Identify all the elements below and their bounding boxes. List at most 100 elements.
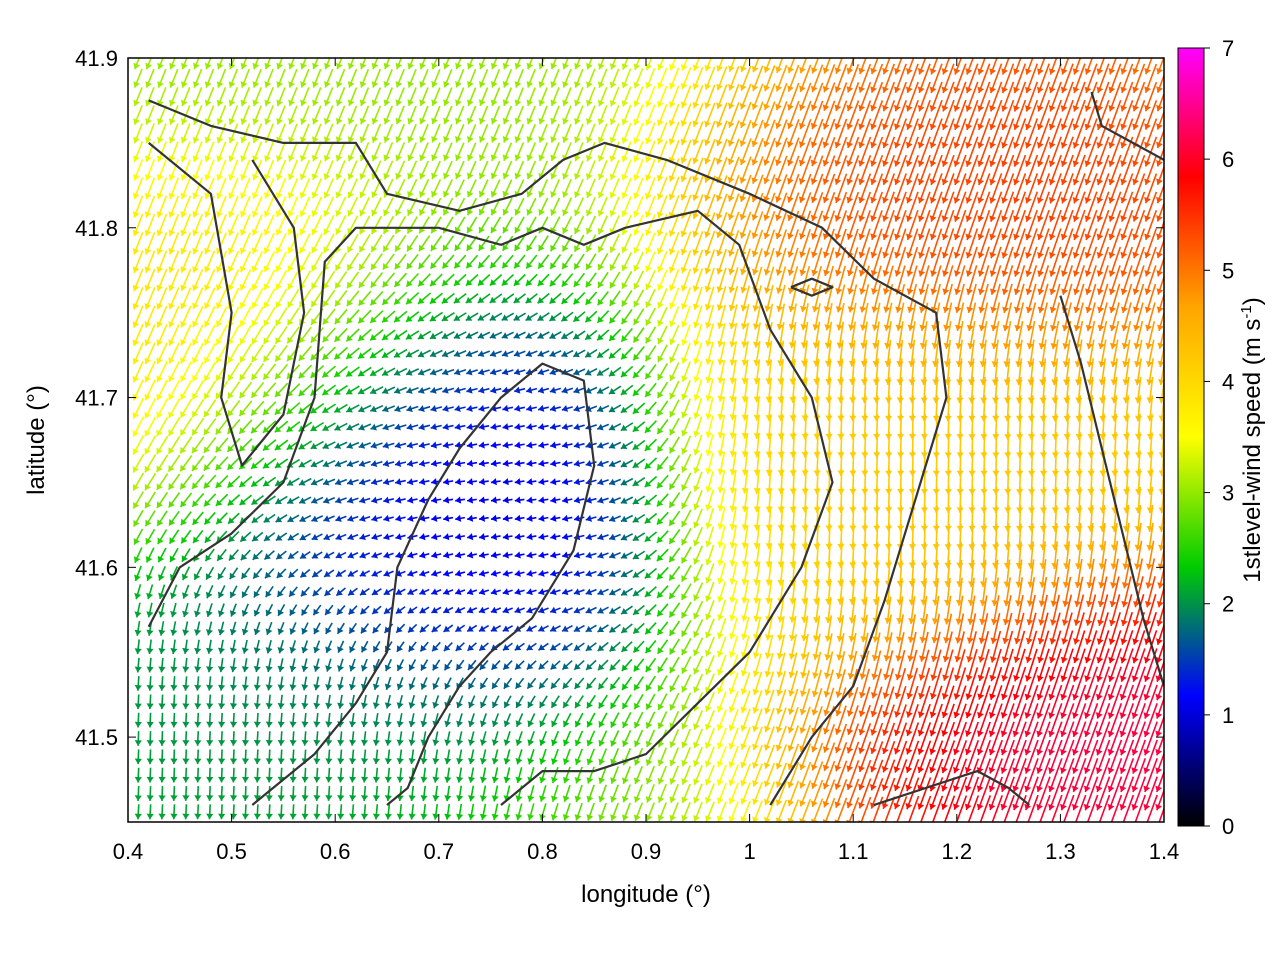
wind-arrow [454,588,466,596]
wind-arrow [929,99,943,131]
wind-arrow [1084,81,1098,112]
wind-arrow [608,623,621,634]
wind-arrow [538,87,548,107]
wind-arrow [537,254,550,270]
wind-arrow [741,341,749,366]
wind-arrow [407,142,417,162]
wind-arrow [1095,739,1111,774]
wind-arrow [276,87,286,107]
wind-arrow [775,64,788,92]
wind-arrow [680,268,692,292]
wind-arrow [1024,118,1039,149]
wind-arrow [1107,703,1123,738]
wind-arrow [1036,758,1051,793]
wind-arrow [265,694,273,709]
wind-arrow [681,324,691,346]
wind-arrow [276,586,286,598]
wind-arrow [680,139,692,164]
wind-arrow [953,228,967,259]
wind-arrow [917,703,931,737]
wind-arrow [526,606,537,614]
wind-arrow [335,87,346,107]
wind-arrow [905,136,919,167]
wind-arrow [753,579,761,604]
wind-arrow [787,688,799,715]
wind-arrow [859,650,870,680]
wind-arrow [337,640,345,654]
wind-arrow [383,570,394,577]
wind-arrow [226,456,241,471]
wind-arrow [240,105,251,125]
wind-arrow [1108,154,1122,186]
wind-arrow [216,141,227,163]
wind-arrow [608,570,621,578]
wind-arrow [1001,173,1015,204]
wind-arrow [1060,630,1074,664]
wind-arrow [502,423,513,431]
wind-arrow [668,213,680,237]
wind-arrow [798,100,812,130]
colorbar-tick-label: 5 [1222,258,1234,283]
wind-arrow [477,312,491,322]
wind-arrow [323,141,334,162]
wind-arrow [134,804,142,820]
wind-arrow [394,253,407,270]
contour-line [148,99,948,806]
wind-arrow [597,570,609,577]
wind-arrow [645,122,656,145]
wind-arrow [253,639,261,654]
wind-arrow [252,549,263,561]
wind-arrow [513,350,526,358]
wind-arrow [609,86,620,107]
wind-arrow [312,58,319,70]
wind-arrow [383,123,394,143]
wind-arrow [858,118,872,149]
wind-arrow [668,158,680,182]
wind-arrow [337,731,345,746]
wind-arrow [132,159,144,181]
wind-arrow [144,268,156,292]
wind-arrow [584,386,598,394]
wind-arrow [383,87,393,107]
wind-arrow [953,246,966,277]
wind-arrow [917,722,932,755]
wind-arrow [609,694,620,710]
wind-arrow [381,329,396,341]
wind-arrow [822,173,836,204]
wind-arrow [537,368,550,376]
wind-arrow [228,105,239,125]
wind-arrow [239,214,251,236]
wind-arrow [1095,703,1111,738]
wind-arrow [871,284,882,313]
wind-arrow [597,271,609,289]
wind-arrow [1156,274,1164,295]
wind-arrow [134,676,142,691]
wind-arrow [408,804,416,820]
wind-arrow [1048,776,1063,811]
wind-arrow [585,570,597,577]
wind-arrow [741,561,749,586]
wind-arrow [454,197,466,216]
contour-line [873,769,1030,807]
wind-arrow [156,287,168,310]
wind-arrow [1157,310,1164,332]
wind-arrow [394,459,407,467]
wind-arrow [893,81,907,112]
wind-arrow [502,660,513,671]
wind-arrow [526,216,537,234]
wind-arrow [289,804,297,820]
colorbar-tick-label: 1 [1222,703,1234,728]
wind-arrow [657,693,668,711]
wind-arrow [526,142,537,162]
wind-arrow [277,804,285,820]
wind-arrow [705,323,715,347]
wind-arrow [333,327,348,343]
wind-arrow [550,441,561,449]
wind-arrow [656,639,669,655]
wind-arrow [801,597,809,623]
wind-arrow [371,570,382,577]
wind-arrow [608,366,622,377]
wind-arrow [144,342,156,365]
wind-arrow [584,348,598,358]
wind-arrow [680,176,692,201]
